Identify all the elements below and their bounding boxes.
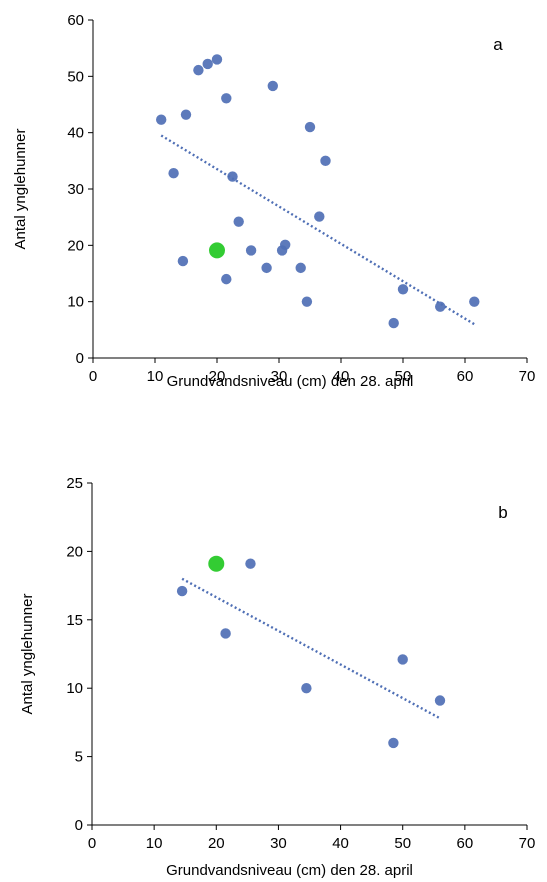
chart-panel-b: 0 5 10 15 20 25 0 10 20 30 40 50 60 70 Grundvandsnivea… [19,475,535,879]
data-point [314,211,325,222]
data-point [435,301,446,312]
data-point [397,654,408,665]
data-point [168,168,179,179]
data-point [176,585,188,597]
y-tick-label: 25 [66,475,83,492]
y-axis-label: Antal ynglehunner [19,594,36,715]
data-point [245,245,257,256]
y-tick-label: 10 [67,294,84,311]
x-tick-label: 0 [89,368,97,385]
data-point [193,64,204,76]
x-tick-label: 20 [208,835,225,852]
data-point [469,296,480,307]
trendline [181,577,441,720]
x-tick-label: 30 [271,368,288,385]
highlight-data-point [208,555,225,572]
data-point [397,284,409,295]
y-tick-label: 20 [67,237,84,254]
data-point [388,737,399,749]
data-point [156,114,167,125]
data-point [202,58,213,70]
data-point [301,296,313,307]
x-axis-label: Grundvandsniveau (cm) den 28. april [167,373,414,390]
y-tick-label: 30 [67,181,84,198]
y-tick-label: 10 [66,680,83,697]
y-tick-label: 20 [66,543,83,560]
y-tick-label: 5 [75,749,83,766]
x-tick-label: 30 [270,835,287,852]
x-tick-label: 40 [332,835,349,852]
x-tick-label: 60 [457,368,474,385]
x-axis-label: Grundvandsniveau (cm) den 28. april [166,862,413,879]
y-tick-label: 0 [75,817,83,834]
x-tick-label: 70 [519,835,536,852]
panel-label: b [498,503,507,522]
x-tick-label: 10 [146,835,163,852]
panel-label: a [493,35,503,54]
data-point [211,54,223,65]
data-point [304,121,316,133]
y-axis-label: Antal ynglehunner [12,129,29,250]
data-point [295,262,306,274]
data-point [233,216,244,227]
x-tick-label: 60 [457,835,474,852]
data-point [267,80,278,92]
y-tick-label: 50 [67,68,84,85]
x-tick-label: 20 [209,368,226,385]
trendline [160,134,475,326]
data-point [388,317,399,329]
x-tick-label: 40 [333,368,350,385]
y-tick-label: 40 [67,125,84,142]
x-tick-label: 0 [88,835,96,852]
chart-panel-a: 0 10 20 30 40 50 60 0 10 20 30 40 50 60 70 Grundvandsni… [12,12,535,390]
data-point [220,628,231,639]
data-point [221,93,232,104]
x-tick-label: 10 [147,368,164,385]
y-tick-label: 15 [66,612,83,629]
data-point [280,239,291,250]
data-point [320,155,331,167]
y-tick-label: 0 [76,350,84,367]
data-point [261,262,272,274]
x-tick-label: 50 [395,368,412,385]
x-tick-label: 50 [394,835,411,852]
highlight-data-point [209,242,225,259]
data-point [245,558,256,569]
data-point [301,683,312,694]
data-point [180,109,192,120]
data-point [434,695,446,706]
data-point [177,255,189,267]
x-tick-label: 70 [519,368,536,385]
y-tick-label: 60 [67,12,84,29]
data-point [227,171,238,182]
data-point [221,273,232,285]
